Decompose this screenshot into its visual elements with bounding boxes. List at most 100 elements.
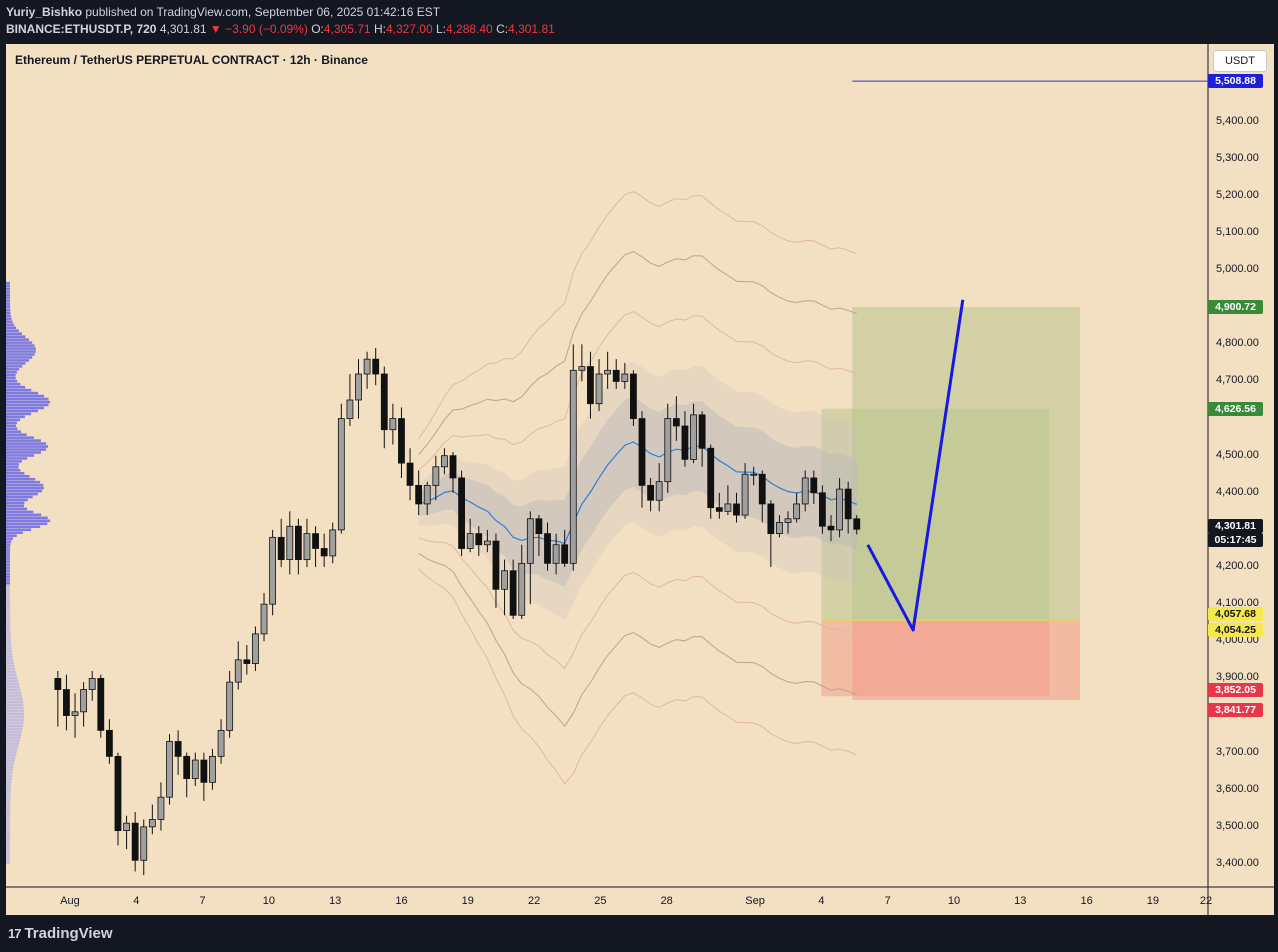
candle [303,518,311,568]
candle-body [286,525,294,561]
volume-bar [6,489,42,493]
candle [475,526,483,556]
time-tick-label: 13 [329,895,342,907]
volume-bar [6,341,33,344]
volume-bar [6,792,11,796]
price-label-current[interactable]: 4,301.81 [1208,519,1263,534]
candle-body [784,518,792,523]
short-target-zone[interactable] [821,408,1050,622]
candle-body [88,678,96,690]
price-label-entry-2[interactable]: 4,054.25 [1208,623,1263,638]
candle [294,518,302,575]
volume-bar [6,296,11,300]
candle [441,448,448,475]
candle-body [441,455,448,468]
volume-bar [6,786,11,790]
volume-bar [6,332,22,336]
volume-bar [6,516,48,520]
candle-body [183,755,191,780]
candle-body [827,525,835,531]
price-label-target-1[interactable]: 4,900.72 [1208,299,1263,314]
price-label-target-2[interactable]: 4,626.56 [1208,401,1263,416]
candle [672,396,680,441]
price-chart[interactable] [6,44,1274,915]
candle-body [294,525,302,561]
volume-bar [6,667,16,671]
candle-body [269,536,277,605]
volume-bar [6,442,47,445]
volume-bar [6,777,12,781]
candle-body [432,466,440,486]
candle-body [71,711,79,716]
candle [492,533,500,608]
volume-bar [6,379,18,383]
candle [312,526,319,568]
volume-bar [6,564,11,567]
candle [54,670,62,727]
candle [698,411,706,467]
candle-body [80,689,88,713]
currency-button[interactable]: USDT [1213,50,1267,72]
candle [131,812,139,872]
candle [621,362,629,389]
volume-bar [6,635,11,638]
volume-bar [6,558,11,561]
price-axis-panel[interactable] [1208,44,1274,915]
candle-body [131,822,139,861]
candle [183,752,191,798]
volume-bar [6,290,11,294]
price-tick-label: 3,500.00 [1216,819,1259,832]
volume-bar [6,730,22,733]
candle-body [681,425,689,460]
candle [277,518,285,568]
volume-bar [6,632,11,635]
volume-bar [6,673,17,677]
candle-body [406,462,414,486]
volume-bar [6,813,11,817]
volume-bar [6,789,11,793]
tradingview-logo[interactable]: 17 TradingView [8,925,113,942]
volume-bar [6,463,19,466]
price-label-countdown[interactable]: 05:17:45 [1208,533,1263,548]
candle-body [337,418,345,531]
volume-bar [6,644,12,647]
price-label-stop-2[interactable]: 3,841.77 [1208,703,1263,717]
position-zones[interactable] [821,306,1080,701]
candle [715,492,723,519]
volume-bar [6,712,24,716]
candle [200,752,208,801]
price-label-stop-1[interactable]: 3,852.05 [1208,683,1263,698]
projection-path[interactable] [866,299,965,632]
volume-bar [6,397,49,401]
candle [329,522,337,564]
volume-bar [6,849,11,852]
volume-bar [6,742,19,745]
volume-bar [6,466,19,469]
candle-body [707,447,715,509]
candle-body [518,562,526,616]
candle-body [569,369,577,564]
candle-body [818,492,826,527]
volume-bar [6,427,18,431]
candle-body [380,373,388,431]
volume-bar [6,819,11,823]
volume-bar [6,858,11,861]
volume-bar [6,412,32,416]
chart-frame[interactable] [6,44,1274,915]
volume-bar [6,436,34,439]
short-stop-zone[interactable] [821,621,1050,697]
volume-bar [6,501,25,505]
volume-bar [6,650,12,653]
candle [552,533,560,575]
volume-bar [6,656,13,659]
candle-body [655,481,663,501]
volume-bar [6,670,16,674]
time-tick-label: 22 [527,895,541,907]
price-label-entry-1[interactable]: 4,057.68 [1208,606,1263,621]
volume-bar [6,555,11,558]
author-name[interactable]: Yuriy_Bishko [6,5,83,19]
candle [432,455,440,501]
volume-bar [6,614,11,618]
candle [209,748,216,790]
price-label-top-line[interactable]: 5,508.88 [1208,74,1263,89]
